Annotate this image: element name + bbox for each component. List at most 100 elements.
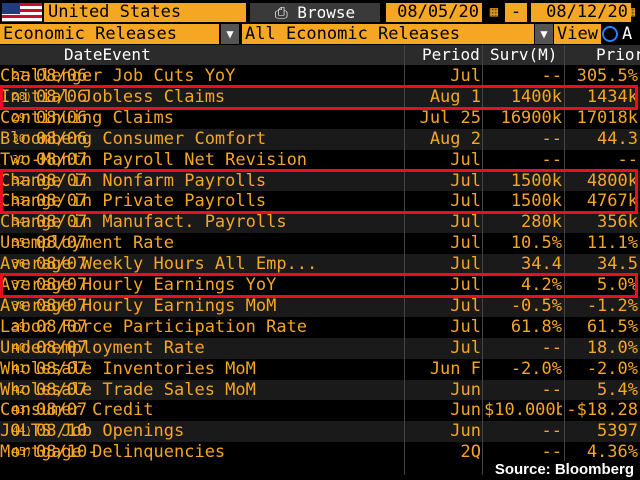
release-date: 08/10 <box>36 421 88 442</box>
release-date: 08/06 <box>36 66 88 86</box>
start-date-field[interactable]: 08/05/20 <box>386 3 482 22</box>
period: Aug 1 <box>429 86 481 107</box>
period: Jul <box>450 316 481 337</box>
release-date: 08/06 <box>36 107 88 128</box>
filter-bar: Economic Releases ▼ All Economic Release… <box>0 24 640 45</box>
end-date-field[interactable]: 08/12/20 <box>531 3 631 22</box>
category-select[interactable]: Economic Releases <box>0 24 219 44</box>
table-row[interactable]: 36) 08/07 Average Weekly Hours All Emp... J… <box>0 254 640 275</box>
view-label: View <box>554 24 601 44</box>
period: Jul <box>450 149 481 170</box>
table-row[interactable]: 27) 08/06 Challenger Job Cuts YoY Jul -- 305.… <box>0 66 640 87</box>
release-date: 08/07 <box>36 191 88 212</box>
release-date: 08/07 <box>36 275 88 295</box>
period: Jul <box>450 212 481 233</box>
table-row[interactable]: 28) 08/06 Initial Jobless Claims Aug 1 1400k… <box>0 86 640 108</box>
period: Jul <box>450 233 481 254</box>
prior-value: -- <box>617 149 638 170</box>
period: Jul <box>450 66 481 86</box>
event-name: Underemployment Rate <box>0 337 205 358</box>
prior-value: 1434k <box>586 86 638 107</box>
event-name: Change in Private Payrolls <box>0 191 267 212</box>
row-number: 27) <box>12 69 32 82</box>
event-name: Challenger Job Cuts YoY <box>0 66 236 86</box>
table-row[interactable]: 29) 08/06 Continuing Claims Jul 25 16900k 170… <box>0 108 640 129</box>
row-number: 44) <box>12 424 32 438</box>
event-name: Change in Manufact. Payrolls <box>0 212 287 233</box>
row-number: 45) <box>12 445 32 459</box>
prior-value: 4767k <box>586 191 638 212</box>
row-number: 33) <box>12 194 32 208</box>
table-row[interactable]: 33) 08/07 Change in Private Payrolls Jul 150… <box>0 191 640 212</box>
releases-select[interactable]: All Economic Releases <box>242 24 534 44</box>
chevron-down-icon[interactable]: ▼ <box>535 24 553 44</box>
row-number: 28) <box>12 89 32 103</box>
table-row[interactable]: 41) 08/07 Wholesale Inventories MoM Jun F -2… <box>0 359 640 380</box>
table-row[interactable]: 34) 08/07 Change in Manufact. Payrolls Jul 2… <box>0 212 640 234</box>
period: Jul <box>450 275 481 295</box>
survey-value: -- <box>541 337 562 358</box>
period: Jul <box>450 191 481 212</box>
column-divider <box>564 45 565 475</box>
period: Jun <box>450 379 481 400</box>
table-row[interactable]: 43) 08/07 Consumer Credit Jun $10.000b -$18.2… <box>0 400 640 421</box>
event-name: Initial Jobless Claims <box>0 86 226 107</box>
event-name: JOLTS Job Openings <box>0 421 185 442</box>
release-date: 08/07 <box>36 337 88 358</box>
prior-value: 61.5% <box>586 316 638 337</box>
event-name: Continuing Claims <box>0 107 174 128</box>
table-header: DateEvent Period Surv(M) Prior <box>0 45 640 65</box>
table-row[interactable]: 42) 08/07 Wholesale Trade Sales MoM Jun -- 5.… <box>0 379 640 401</box>
release-date: 08/07 <box>36 212 88 233</box>
period: Jun F <box>429 358 481 379</box>
table-row[interactable]: 30) 08/06 Bloomberg Consumer Comfort Aug 2 -… <box>0 128 640 150</box>
security-toolbar: United States ⎙ Browse 08/05/20 ▦ - 08/1… <box>0 2 640 23</box>
table-row[interactable]: 37) 08/07 Average Hourly Earnings YoY Jul 4.… <box>0 275 640 296</box>
prior-value: -$18.28 <box>566 400 638 421</box>
table-row[interactable]: 38) 08/07 Average Hourly Earnings MoM Jul -0… <box>0 295 640 317</box>
row-number: 29) <box>12 110 32 124</box>
table-row[interactable]: 31) 08/07 Two-Month Payroll Net Revision Ju… <box>0 150 640 171</box>
survey-value: -- <box>541 421 562 442</box>
prior-value: -1.2% <box>586 295 638 316</box>
release-date: 08/06 <box>36 86 88 107</box>
prior-value: 34.5 <box>597 254 638 275</box>
row-number: 43) <box>12 403 32 417</box>
header-survey[interactable]: Surv(M) <box>490 45 558 64</box>
view-radio[interactable] <box>602 26 618 42</box>
prior-value: 11.1% <box>586 233 638 254</box>
prior-value: 4800k <box>586 170 638 191</box>
header-prior[interactable]: Prior <box>596 45 640 64</box>
header-period[interactable]: Period <box>422 45 480 64</box>
row-number: 37) <box>12 278 32 291</box>
prior-value: 356k <box>597 212 638 233</box>
period: Jul 25 <box>419 107 481 128</box>
table-row[interactable]: 35) 08/07 Unemployment Rate Jul 10.5% 11.1% <box>0 233 640 254</box>
event-name: Mortgage Delinquencies <box>0 442 226 463</box>
release-date: 08/07 <box>36 400 88 421</box>
event-name: Consumer Credit <box>0 400 154 421</box>
survey-value: 4.2% <box>521 275 562 295</box>
row-number: 30) <box>12 131 32 145</box>
table-row[interactable]: 45) 08/10- Mortgage Delinquencies 2Q -- 4.36% <box>0 442 640 463</box>
country-field[interactable]: United States <box>44 3 246 22</box>
row-number: 41) <box>12 361 32 375</box>
calendar-icon[interactable]: ▦ <box>489 4 499 20</box>
table-row[interactable]: 40) 08/07 Underemployment Rate Jul -- 18.0% <box>0 337 640 359</box>
table-row[interactable]: 39) 08/07 Labor Force Participation Rate Ju… <box>0 317 640 338</box>
survey-value: -0.5% <box>510 295 562 316</box>
header-date-event[interactable]: DateEvent <box>64 45 151 64</box>
period: Aug 2 <box>429 128 481 149</box>
period: Jul <box>450 337 481 358</box>
browse-button[interactable]: ⎙ Browse <box>250 3 380 22</box>
event-name: Two-Month Payroll Net Revision <box>0 149 308 170</box>
survey-value: -- <box>541 66 562 86</box>
row-number: 42) <box>12 382 32 396</box>
chevron-down-icon[interactable]: ▼ <box>221 24 239 44</box>
table-row[interactable]: 32) 08/07 Change in Nonfarm Payrolls Jul 150… <box>0 170 640 192</box>
table-row[interactable]: 44) 08/10 JOLTS Job Openings Jun -- 5397 <box>0 421 640 443</box>
event-name: Average Weekly Hours All Emp... <box>0 254 318 275</box>
calendar-icon[interactable]: ▦ <box>626 4 636 20</box>
prior-value: 4.36% <box>586 442 638 463</box>
prior-value: 17018k <box>576 107 638 128</box>
